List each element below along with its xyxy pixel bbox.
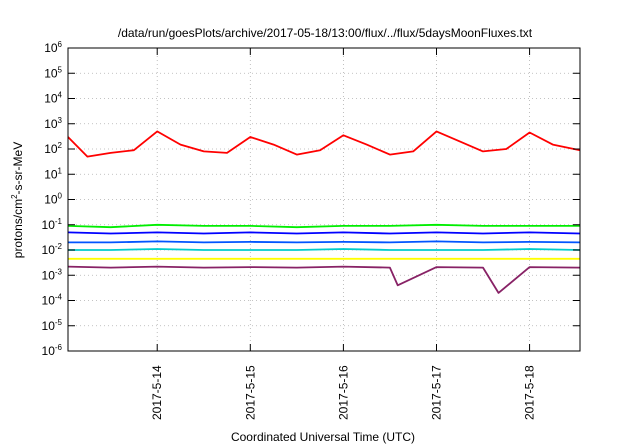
y-tick-label: 101	[44, 166, 62, 181]
y-tick-exponent: -5	[55, 318, 63, 327]
y-tick-label: 100	[44, 192, 62, 207]
y-tick-base: 10	[42, 218, 56, 232]
y-tick-exponent: 3	[58, 116, 63, 125]
y-tick-exponent: -3	[55, 267, 63, 276]
y-tick-label: 10-4	[42, 293, 63, 308]
x-tick-labels: 2017-5-14 2017-5-15 2017-5-16 2017-5-17 2017…	[150, 365, 536, 420]
y-tick-exponent: 4	[58, 91, 63, 100]
x-tick-label: 2017-5-16	[336, 365, 350, 420]
y-tick-base: 10	[42, 243, 56, 257]
series-line-7	[67, 265, 581, 294]
series-line-1	[67, 130, 581, 158]
y-axis-label-part: -s-sr-MeV	[11, 142, 25, 195]
series-line-5	[68, 248, 581, 251]
axis-ticks	[68, 47, 580, 352]
y-tick-exponent: -6	[55, 343, 63, 352]
y-tick-label: 105	[44, 65, 62, 80]
x-tick-label: 2017-5-17	[429, 365, 443, 420]
y-tick-base: 10	[42, 344, 56, 358]
chart-title: /data/run/goesPlots/archive/2017-05-18/1…	[118, 26, 533, 40]
y-tick-base: 10	[42, 319, 56, 333]
grid-lines	[68, 48, 580, 351]
y-tick-base: 10	[44, 92, 58, 106]
y-tick-exponent: 5	[58, 65, 63, 74]
y-tick-label: 10-1	[42, 217, 63, 232]
y-tick-base: 10	[42, 294, 56, 308]
y-tick-label: 104	[44, 91, 62, 106]
x-axis-label: Coordinated Universal Time (UTC)	[231, 430, 415, 444]
y-tick-base: 10	[44, 193, 58, 207]
x-tick-label: 2017-5-15	[243, 365, 257, 420]
x-tick-label: 2017-5-18	[523, 365, 537, 420]
y-tick-exponent: 2	[58, 141, 63, 150]
y-tick-label: 106	[44, 40, 62, 55]
y-tick-exponent: -2	[55, 242, 63, 251]
y-tick-base: 10	[44, 117, 58, 131]
y-tick-base: 10	[44, 41, 58, 55]
y-tick-exponent: 0	[58, 192, 63, 201]
y-tick-exponent: 1	[58, 166, 63, 175]
y-tick-exponent: -1	[55, 217, 63, 226]
y-tick-label: 10-2	[42, 242, 63, 257]
y-axis-label: protons/cm2-s-sr-MeV	[10, 142, 25, 258]
y-tick-label: 10-3	[42, 267, 63, 282]
series-line-3	[67, 231, 581, 235]
series-line-2	[67, 223, 580, 229]
y-tick-labels: 10-610-510-410-310-210-11001011021031041…	[42, 40, 63, 358]
y-tick-label: 103	[44, 116, 62, 131]
y-axis-label-part: protons/cm	[11, 199, 25, 258]
y-tick-label: 10-5	[42, 318, 63, 333]
y-tick-base: 10	[42, 268, 56, 282]
y-tick-label: 10-6	[42, 343, 63, 358]
y-axis-label-exponent: 2	[10, 194, 19, 199]
y-tick-label: 102	[44, 141, 62, 156]
y-tick-exponent: -4	[55, 293, 63, 302]
series-layer	[67, 130, 581, 294]
y-tick-base: 10	[44, 167, 58, 181]
y-tick-base: 10	[44, 66, 58, 80]
y-tick-exponent: 6	[58, 40, 63, 49]
y-tick-base: 10	[44, 142, 58, 156]
x-tick-label: 2017-5-14	[150, 365, 164, 420]
series-line-4	[68, 240, 581, 244]
